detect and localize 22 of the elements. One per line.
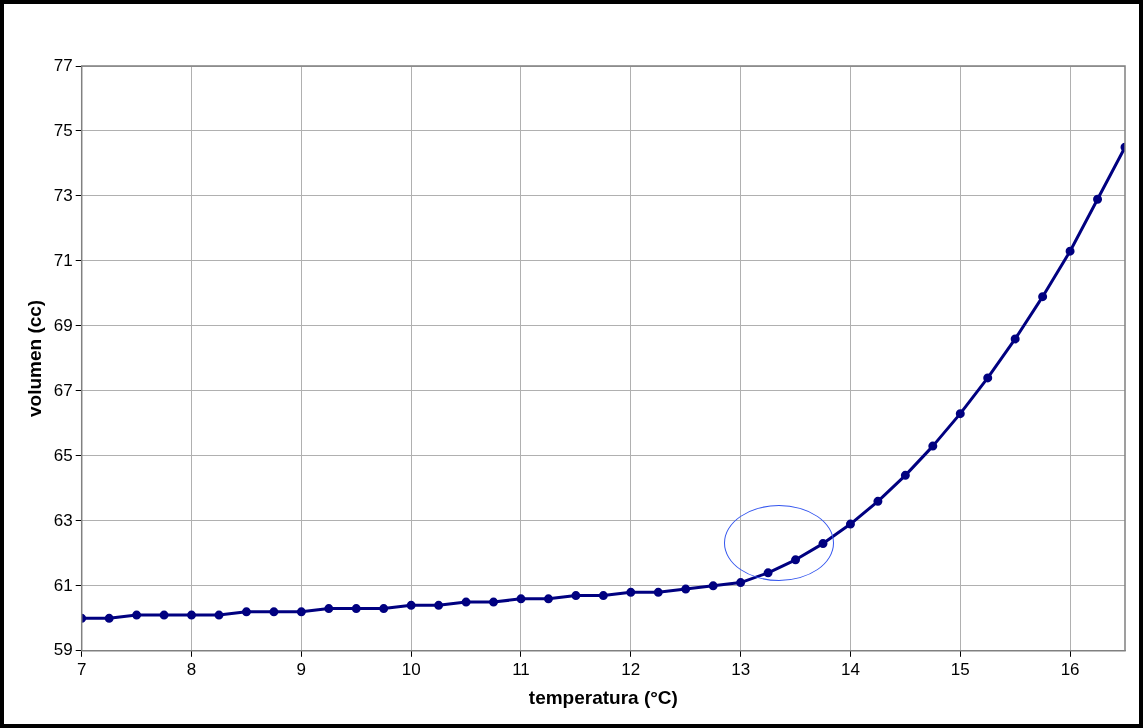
x-tick-label: 15 [950,659,970,679]
y-tick-label: 61 [53,575,73,595]
y-tick-label: 69 [53,315,73,335]
y-tick-label: 75 [53,120,73,140]
x-tick-label: 13 [731,659,751,679]
y-tick-label: 59 [53,640,73,660]
x-tick-label: 14 [840,659,860,679]
y-tick-label: 73 [53,185,73,205]
y-tick-label: 71 [53,250,73,270]
x-tick-label: 11 [512,659,530,679]
x-axis-title: temperatura (°C) [528,686,678,708]
y-tick-label: 77 [53,55,73,75]
y-tick-label: 65 [53,445,73,465]
x-tick-label: 10 [401,659,421,679]
x-tick-label: 7 [76,659,87,679]
y-axis-title: volumen (cc) [23,299,45,417]
x-tick-label: 9 [296,659,307,679]
x-tick-label: 8 [186,659,197,679]
x-tick-label: 12 [621,659,641,679]
x-tick-label: 16 [1060,659,1080,679]
y-tick-label: 63 [53,510,73,530]
y-tick-label: 67 [53,380,73,400]
